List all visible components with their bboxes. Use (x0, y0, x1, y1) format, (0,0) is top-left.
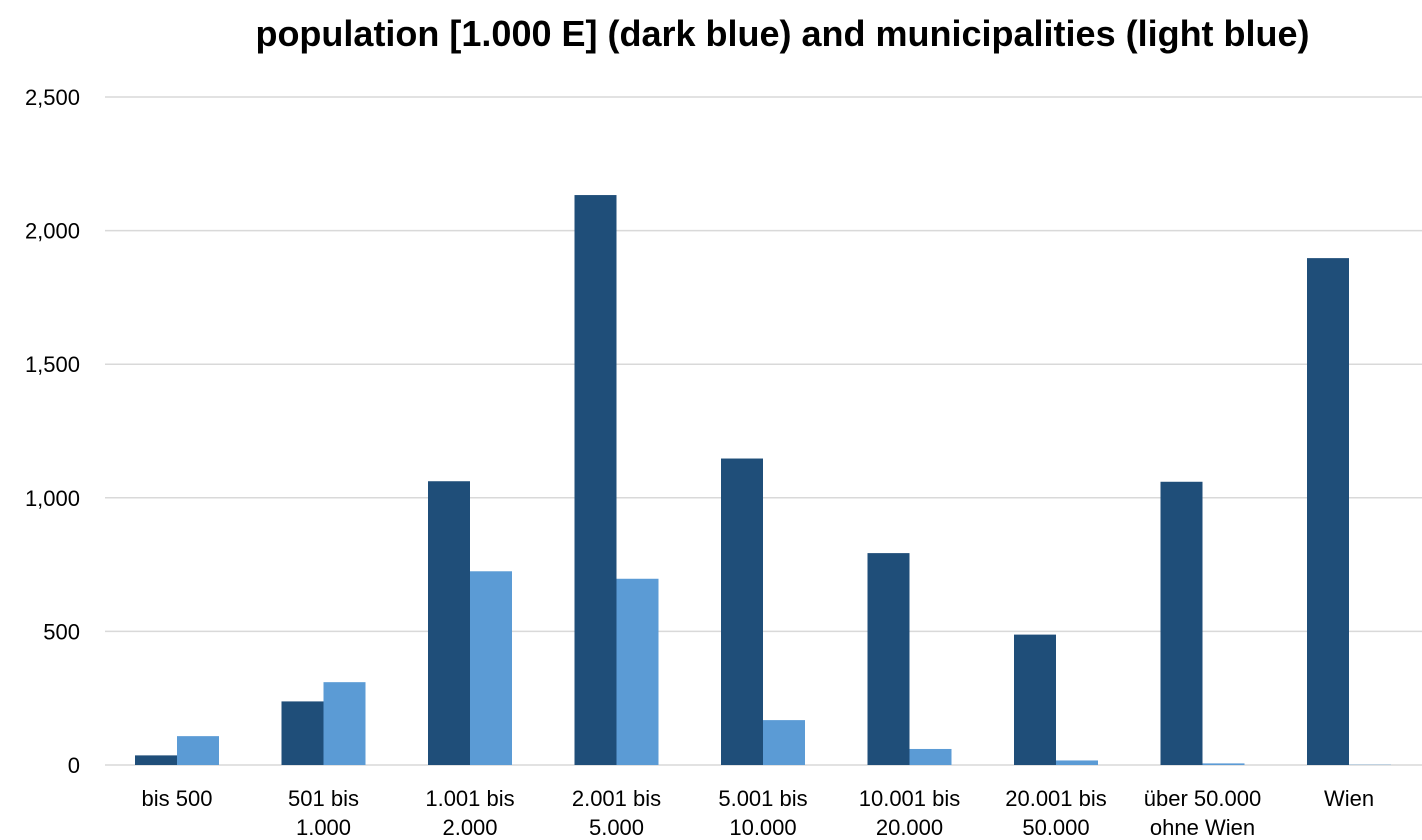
x-tick-label: Wien (1324, 786, 1374, 811)
x-tick-label: bis 500 (142, 786, 213, 811)
x-tick-label: 5.000 (589, 815, 644, 840)
x-tick-label: 10.000 (729, 815, 796, 840)
x-tick-label: 20.000 (876, 815, 943, 840)
x-tick-label: 1.000 (296, 815, 351, 840)
bar-municipalities (323, 682, 366, 765)
x-tick-label: 5.001 bis (718, 786, 807, 811)
bar-municipalities (763, 720, 805, 765)
bar-group (135, 195, 1391, 766)
bar-population (135, 755, 177, 765)
bar-population (1160, 481, 1203, 765)
x-axis: bis 500 501 bis 1.000 1.001 bis 2.000 2.001 b… (142, 786, 1375, 840)
bar-municipalities (177, 736, 219, 765)
x-tick-label: 20.001 bis (1005, 786, 1107, 811)
bar-municipalities (470, 571, 512, 765)
y-tick-label: 2,000 (25, 219, 80, 244)
y-tick-label: 2,500 (25, 85, 80, 110)
y-tick-label: 1,000 (25, 486, 80, 511)
bar-population (1014, 634, 1056, 765)
bar-municipalities (909, 748, 952, 765)
bar-municipalities (1056, 760, 1098, 765)
x-tick-label: 2.001 bis (572, 786, 661, 811)
x-tick-label: 1.001 bis (425, 786, 514, 811)
bar-population (574, 195, 617, 766)
x-tick-label: 10.001 bis (859, 786, 961, 811)
bar-population (281, 701, 324, 765)
x-tick-label: ohne Wien (1150, 815, 1255, 840)
x-tick-label: 501 bis (288, 786, 359, 811)
bar-municipalities (1202, 763, 1245, 765)
bar-municipalities (616, 578, 659, 765)
x-tick-label: über 50.000 (1144, 786, 1261, 811)
x-tick-label: 2.000 (442, 815, 497, 840)
bar-population (867, 553, 910, 765)
bar-population (1307, 258, 1349, 765)
y-tick-label: 500 (43, 619, 80, 644)
y-axis: 0 500 1,000 1,500 2,000 2,500 (25, 85, 80, 778)
bar-population (428, 481, 470, 765)
y-tick-label: 1,500 (25, 352, 80, 377)
bar-population (721, 458, 763, 765)
y-tick-label: 0 (68, 753, 80, 778)
chart-title: population [1.000 E] (dark blue) and mun… (255, 13, 1310, 54)
x-tick-label: 50.000 (1022, 815, 1089, 840)
gridlines (105, 96, 1422, 766)
